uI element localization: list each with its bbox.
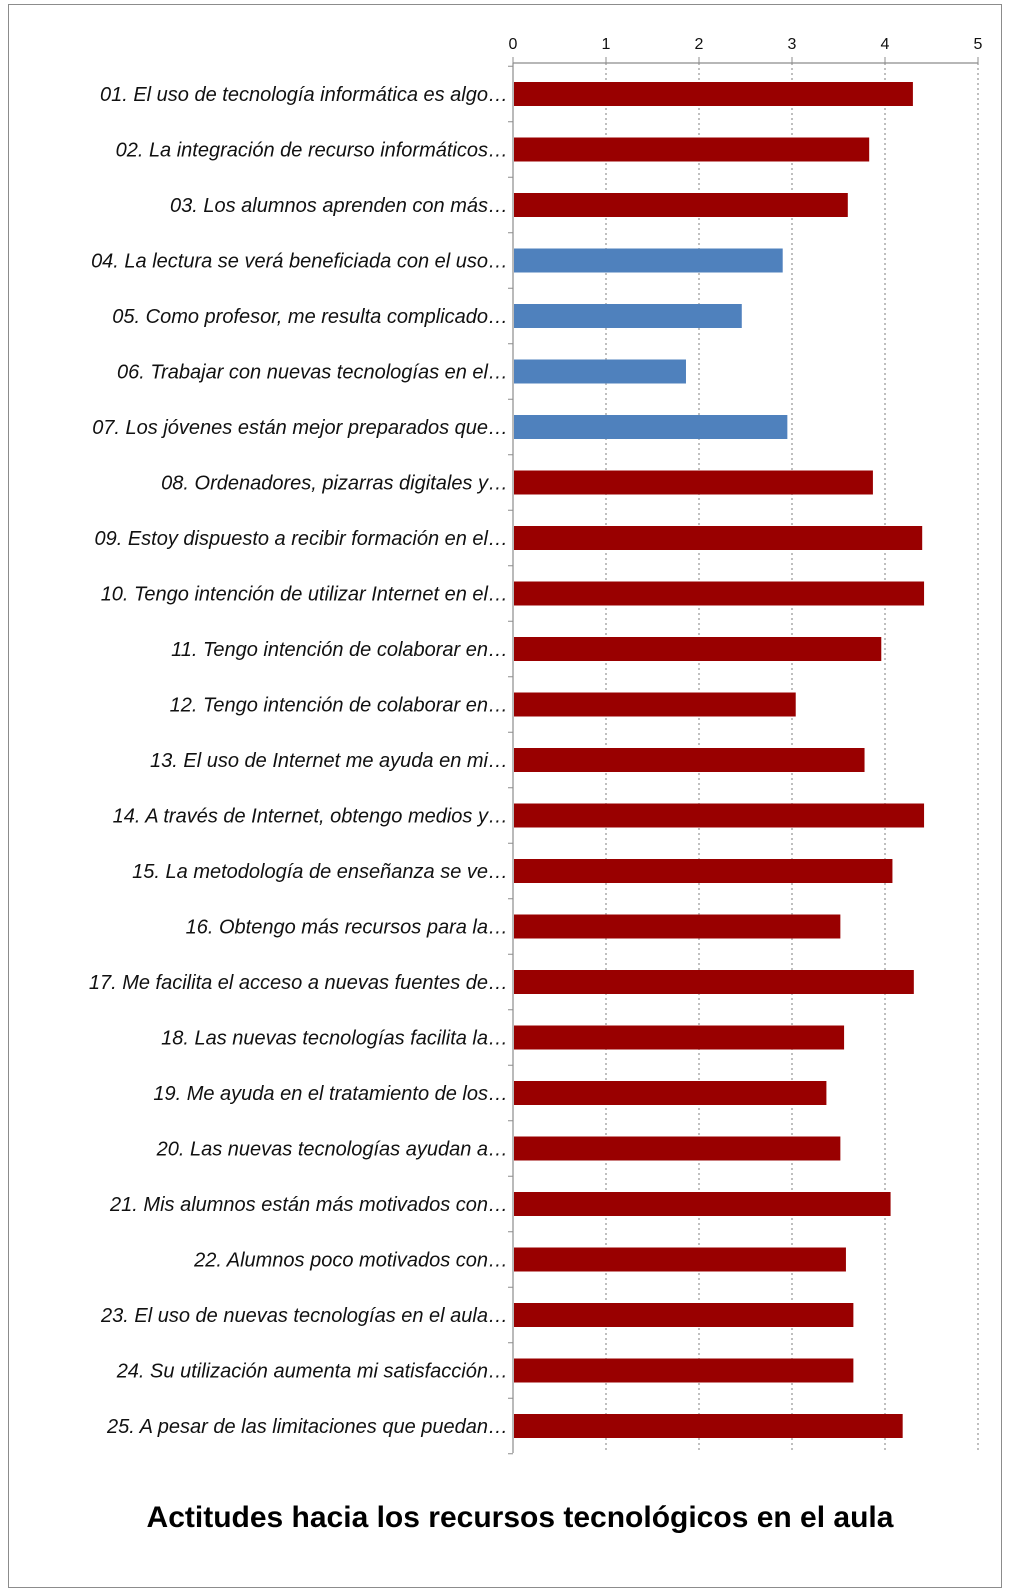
category-label-22: 22. Alumnos poco motivados con… [193,1250,508,1272]
category-label-13: 13. El uso de Internet me ayuda en mi… [150,750,508,772]
category-label-11: 11. Tengo intención de colaborar en… [171,639,508,661]
category-label-20: 20. Las nuevas tecnologías ayudan a… [156,1139,508,1161]
tick-label-3: 3 [788,36,797,53]
bar-5 [514,304,742,328]
bar-7 [514,415,788,439]
bar-9 [514,526,923,550]
category-label-8: 08. Ordenadores, pizarras digitales y… [161,473,508,495]
category-label-18: 18. Las nuevas tecnologías facilita la… [161,1028,508,1050]
category-label-5: 05. Como profesor, me resulta complicado… [112,306,508,328]
category-label-1: 01. El uso de tecnología informática es … [100,84,508,106]
category-label-19: 19. Me ayuda en el tratamiento de los… [153,1083,508,1105]
bar-22 [514,1247,846,1272]
category-label-15: 15. La metodología de enseñanza se ve… [132,861,508,883]
bar-25 [514,1414,903,1438]
category-label-23: 23. El uso de nuevas tecnologías en el a… [100,1305,508,1327]
chart-title: Actitudes hacia los recursos tecnológico… [147,1501,894,1534]
tick-label-1: 1 [602,36,611,53]
bar-17 [514,970,914,994]
bar-14 [514,803,925,828]
category-label-12: 12. Tengo intención de colaborar en… [170,695,508,717]
bar-21 [514,1192,891,1216]
bar-24 [514,1358,854,1383]
bar-1 [514,82,913,106]
bars [514,82,925,1438]
category-label-3: 03. Los alumnos aprenden con más… [170,195,508,217]
bar-23 [514,1303,854,1327]
bar-10 [514,581,925,606]
category-label-2: 02. La integración de recurso informátic… [116,140,508,162]
x-tick-labels: 0 1 2 3 4 5 [509,36,983,53]
bar-4 [514,248,783,273]
category-label-7: 07. Los jóvenes están mejor preparados q… [92,417,508,439]
bar-3 [514,193,848,217]
bar-20 [514,1136,841,1161]
bar-18 [514,1025,845,1050]
tick-label-2: 2 [695,36,704,53]
category-label-14: 14. A través de Internet, obtengo medios… [113,806,508,828]
bar-2 [514,137,870,162]
category-label-25: 25. A pesar de las limitaciones que pued… [106,1416,508,1438]
category-label-21: 21. Mis alumnos están más motivados con… [109,1194,508,1216]
category-label-9: 09. Estoy dispuesto a recibir formación … [94,528,508,550]
tick-label-0: 0 [509,36,518,53]
chart-frame: 0 1 2 3 4 5 01. El uso de tecnología informát… [8,4,1002,1588]
tick-label-4: 4 [881,36,890,53]
tick-label-5: 5 [974,36,983,53]
category-label-4: 04. La lectura se verá beneficiada con e… [91,251,508,273]
bar-16 [514,914,841,939]
category-label-6: 06. Trabajar con nuevas tecnologías en e… [117,362,508,384]
bar-19 [514,1081,827,1105]
bar-chart: 0 1 2 3 4 5 01. El uso de tecnología informát… [89,36,983,1534]
category-label-24: 24. Su utilización aumenta mi satisfacci… [116,1361,508,1383]
category-label-10: 10. Tengo intención de utilizar Internet… [101,584,508,606]
bar-6 [514,359,686,384]
category-label-16: 16. Obtengo más recursos para la… [186,917,508,939]
bar-12 [514,692,796,717]
category-label-17: 17. Me facilita el acceso a nuevas fuent… [89,972,508,994]
bar-13 [514,748,865,772]
bar-8 [514,470,873,495]
category-labels: 01. El uso de tecnología informática es … [89,84,508,1438]
axes [508,57,979,1455]
bar-11 [514,637,882,661]
bar-15 [514,859,893,883]
